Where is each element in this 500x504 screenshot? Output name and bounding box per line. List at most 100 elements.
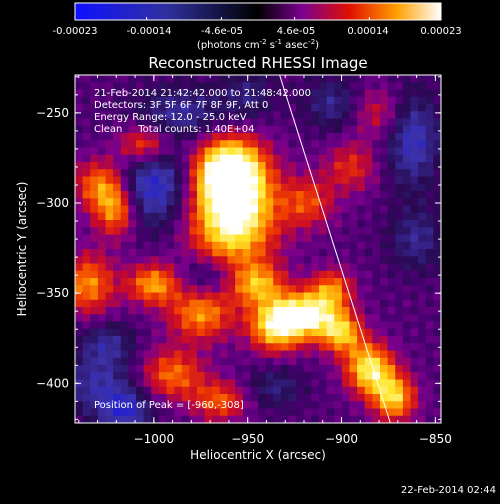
heatmap-cell bbox=[433, 343, 441, 352]
heatmap-cell bbox=[326, 285, 335, 294]
heatmap-cell bbox=[265, 89, 274, 98]
heatmap-cell bbox=[128, 285, 137, 294]
heatmap-cell bbox=[105, 111, 114, 120]
heatmap-cell bbox=[174, 365, 183, 373]
heatmap-cell bbox=[204, 191, 213, 199]
heatmap-cell bbox=[357, 408, 366, 417]
heatmap-cell bbox=[280, 343, 290, 352]
heatmap-cell bbox=[120, 263, 129, 272]
heatmap-cell bbox=[273, 270, 282, 279]
heatmap-cell bbox=[349, 227, 358, 236]
heatmap-cell bbox=[97, 249, 107, 257]
heatmap-cell bbox=[387, 183, 396, 192]
heatmap-cell bbox=[402, 343, 412, 352]
heatmap-cell bbox=[418, 220, 427, 228]
heatmap-cell bbox=[433, 96, 441, 105]
heatmap-cell bbox=[341, 220, 351, 228]
heatmap-cell bbox=[402, 263, 412, 272]
heatmap-cell bbox=[349, 118, 358, 127]
heatmap-cell bbox=[158, 89, 168, 98]
heatmap-cell bbox=[372, 104, 381, 112]
heatmap-cell bbox=[204, 220, 213, 228]
heatmap-cell bbox=[151, 96, 160, 105]
heatmap-cell bbox=[166, 336, 175, 344]
heatmap-cell bbox=[273, 205, 282, 214]
heatmap-cell bbox=[189, 270, 198, 279]
heatmap-cell bbox=[128, 350, 137, 359]
heatmap-cell bbox=[303, 292, 312, 301]
heatmap-cell bbox=[136, 118, 145, 127]
heatmap-cell bbox=[418, 176, 427, 185]
heatmap-cell bbox=[166, 118, 175, 127]
heatmap-cell bbox=[387, 147, 396, 156]
heatmap-cell bbox=[258, 307, 267, 315]
heatmap-cell bbox=[265, 75, 274, 83]
heatmap-cell bbox=[82, 75, 91, 83]
heatmap-cell bbox=[120, 125, 129, 134]
heatmap-cell bbox=[235, 314, 244, 323]
heatmap-cell bbox=[204, 111, 213, 120]
heatmap-cell bbox=[97, 227, 107, 236]
heatmap-cell bbox=[364, 372, 373, 381]
heatmap-cell bbox=[402, 292, 412, 301]
heatmap-cell bbox=[90, 104, 99, 112]
heatmap-cell bbox=[273, 263, 282, 272]
heatmap-cell bbox=[303, 307, 312, 315]
heatmap-cell bbox=[395, 96, 404, 105]
x-tick-label: −950 bbox=[231, 432, 264, 446]
heatmap-cell bbox=[265, 394, 274, 402]
heatmap-cell bbox=[242, 379, 251, 388]
heatmap-cell bbox=[341, 415, 351, 423]
heatmap-cell bbox=[303, 75, 312, 83]
heatmap-cell bbox=[197, 227, 206, 236]
heatmap-cell bbox=[90, 372, 99, 381]
heatmap-cell bbox=[349, 263, 358, 272]
heatmap-cell bbox=[75, 328, 84, 337]
heatmap-cell bbox=[219, 372, 229, 381]
heatmap-cell bbox=[319, 350, 328, 359]
heatmap-cell bbox=[349, 234, 358, 243]
heatmap-cell bbox=[402, 350, 412, 359]
heatmap-cell bbox=[242, 205, 251, 214]
heatmap-cell bbox=[334, 365, 343, 373]
heatmap-cell bbox=[227, 394, 236, 402]
heatmap-cell bbox=[250, 408, 259, 417]
heatmap-cell bbox=[341, 401, 351, 410]
heatmap-cell bbox=[433, 154, 441, 163]
heatmap-cell bbox=[128, 147, 137, 156]
heatmap-cell bbox=[181, 408, 190, 417]
heatmap-cell bbox=[227, 82, 236, 91]
heatmap-cell bbox=[334, 140, 343, 149]
heatmap-cell bbox=[82, 285, 91, 294]
heatmap-cell bbox=[357, 111, 366, 120]
heatmap-cell bbox=[181, 162, 190, 170]
heatmap-cell bbox=[250, 234, 259, 243]
heatmap-cell bbox=[90, 234, 99, 243]
heatmap-cell bbox=[402, 386, 412, 395]
heatmap-cell bbox=[128, 278, 137, 286]
heatmap-cell bbox=[380, 169, 389, 178]
heatmap-cell bbox=[410, 111, 419, 120]
heatmap-cell bbox=[334, 162, 343, 170]
heatmap-cell bbox=[158, 227, 168, 236]
heatmap-cell bbox=[158, 241, 168, 250]
heatmap-cell bbox=[258, 372, 267, 381]
heatmap-cell bbox=[136, 350, 145, 359]
heatmap-cell bbox=[280, 118, 290, 127]
heatmap-cell bbox=[105, 191, 114, 199]
heatmap-cell bbox=[410, 234, 419, 243]
heatmap-cell bbox=[204, 299, 213, 308]
heatmap-cell bbox=[105, 299, 114, 308]
heatmap-cell bbox=[242, 314, 251, 323]
heatmap-cell bbox=[273, 415, 282, 423]
heatmap-cell bbox=[75, 401, 84, 410]
heatmap-cell bbox=[250, 111, 259, 120]
heatmap-cell bbox=[250, 118, 259, 127]
heatmap-cell bbox=[418, 256, 427, 265]
heatmap-cell bbox=[258, 169, 267, 178]
heatmap-cell bbox=[410, 162, 419, 170]
heatmap-cell bbox=[296, 191, 305, 199]
heatmap-cell bbox=[219, 147, 229, 156]
heatmap-cell bbox=[387, 89, 396, 98]
